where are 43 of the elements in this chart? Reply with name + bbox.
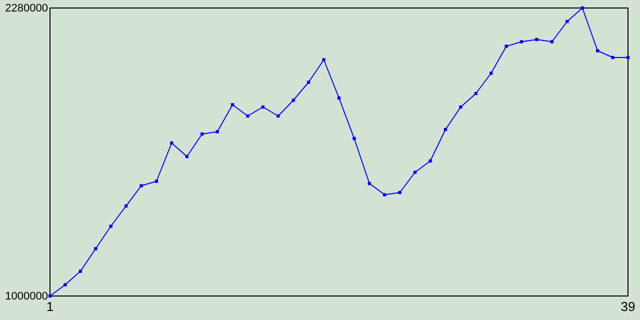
point <box>398 190 402 194</box>
point <box>611 56 614 60</box>
point <box>368 182 371 186</box>
point <box>94 247 98 250</box>
point <box>352 136 356 140</box>
x-tick-label: 1 <box>46 299 54 314</box>
point <box>124 204 128 208</box>
y-tick-label: 2280000 <box>5 2 48 15</box>
point <box>474 92 478 96</box>
point <box>230 103 234 106</box>
point <box>383 193 386 196</box>
point <box>490 72 493 75</box>
point <box>140 184 143 188</box>
x-tick-label: 39 <box>620 299 636 314</box>
point <box>200 132 204 136</box>
point <box>504 44 508 48</box>
point <box>307 80 310 84</box>
point <box>276 114 280 118</box>
y-tick-label: 1000000 <box>5 290 48 303</box>
point <box>596 49 600 52</box>
point <box>292 98 295 102</box>
point <box>520 40 524 44</box>
point <box>566 20 569 24</box>
point <box>626 56 630 60</box>
point <box>170 141 174 145</box>
point <box>459 105 462 109</box>
point <box>413 170 417 174</box>
point <box>216 130 219 134</box>
point <box>535 38 538 42</box>
point <box>444 128 448 132</box>
point <box>109 224 112 228</box>
point <box>185 154 188 158</box>
point <box>154 180 158 183</box>
point <box>261 105 265 109</box>
line-series <box>48 6 630 298</box>
point <box>580 6 584 10</box>
point <box>64 283 67 286</box>
point <box>428 159 432 163</box>
point <box>78 270 82 273</box>
point <box>550 40 554 44</box>
point <box>337 96 341 100</box>
point <box>246 114 250 118</box>
point <box>322 58 326 62</box>
